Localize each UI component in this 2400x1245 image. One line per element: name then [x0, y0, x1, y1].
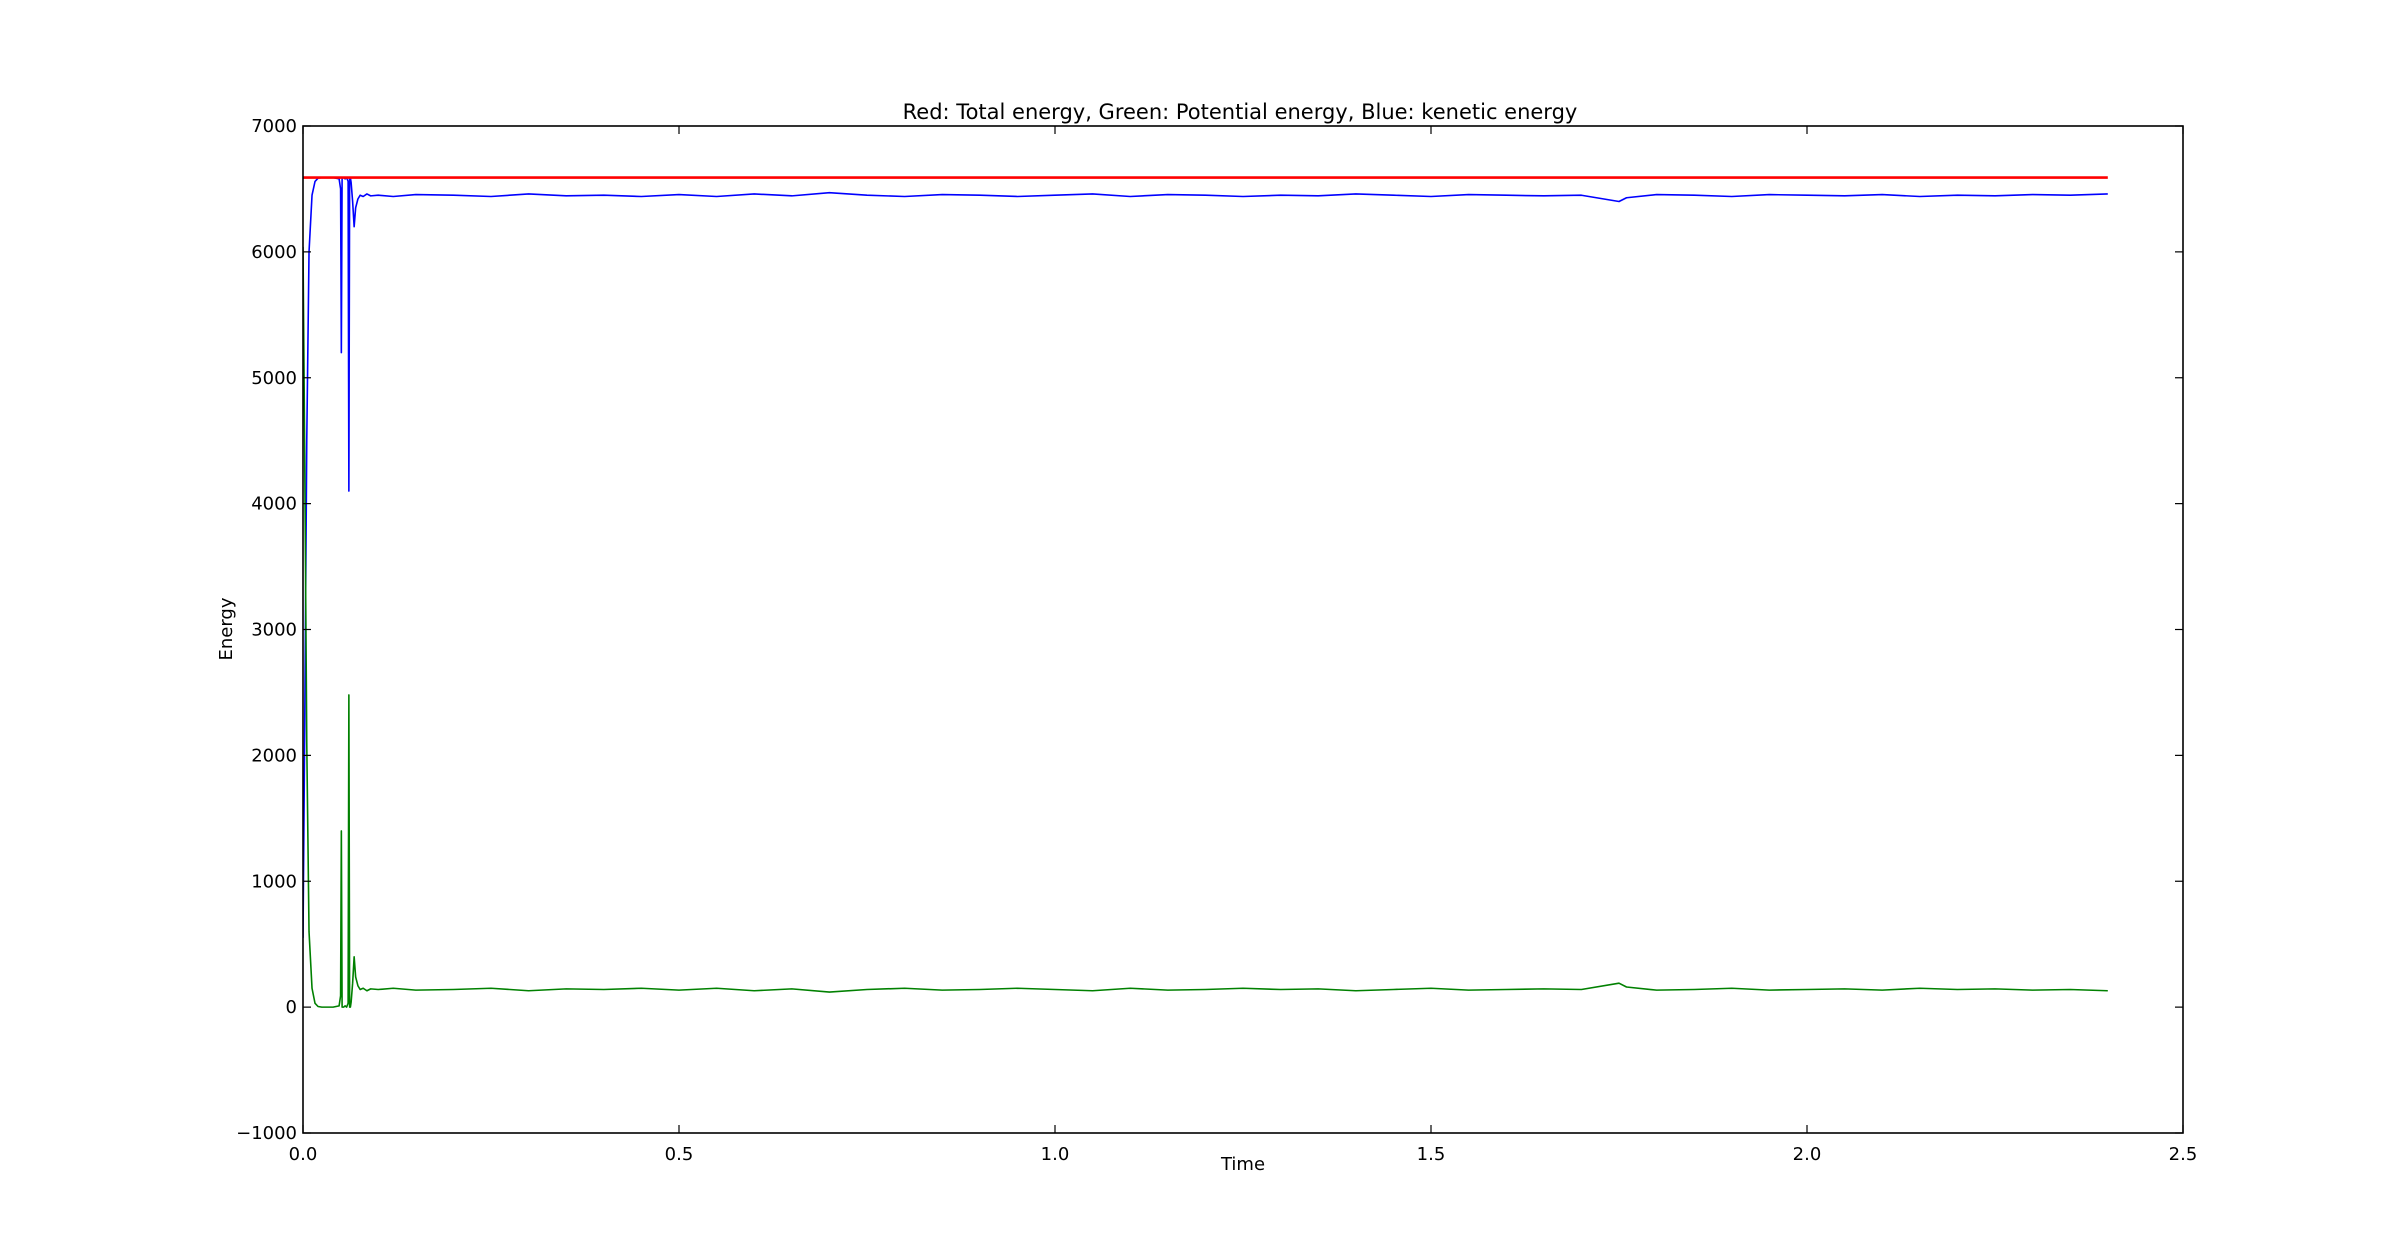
x-tick-label: 0.5	[665, 1144, 694, 1165]
y-tick-label: 1000	[251, 871, 297, 892]
x-axis: 0.0 0.5 1.0 1.5 2.0 2.5	[289, 126, 2198, 1165]
y-tick-label: −1000	[236, 1123, 297, 1144]
y-axis: −1000 0 1000 2000 3000 4000 5000 6000 7000	[236, 116, 2183, 1144]
x-axis-label: Time	[1220, 1154, 1265, 1175]
series-layer	[303, 176, 2108, 1008]
x-tick-label: 0.0	[289, 1144, 318, 1165]
y-tick-label: 3000	[251, 620, 297, 641]
y-tick-label: 2000	[251, 745, 297, 766]
x-tick-label: 2.0	[1793, 1144, 1822, 1165]
x-tick-label: 1.0	[1041, 1144, 1070, 1165]
y-tick-label: 0	[286, 997, 297, 1018]
x-tick-label: 2.5	[2169, 1144, 2198, 1165]
chart-title: Red: Total energy, Green: Potential ener…	[903, 100, 1578, 124]
series-line-2	[303, 246, 2108, 1008]
y-tick-label: 7000	[251, 116, 297, 137]
y-axis-label: Energy	[216, 597, 237, 660]
y-tick-label: 6000	[251, 242, 297, 263]
x-tick-label: 1.5	[1417, 1144, 1446, 1165]
y-tick-label: 4000	[251, 494, 297, 515]
y-tick-label: 5000	[251, 368, 297, 389]
